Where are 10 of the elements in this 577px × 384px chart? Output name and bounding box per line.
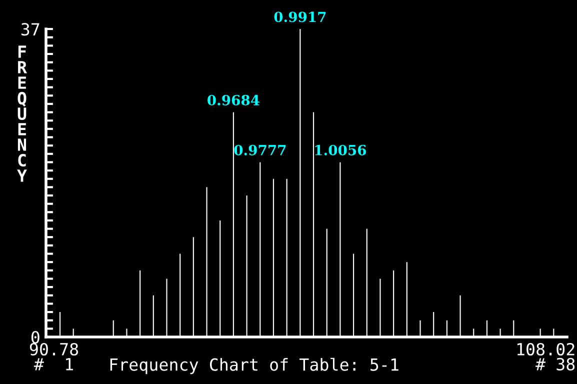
text: FREQUENCY (17, 46, 28, 182)
annotation: 0.9684 (208, 94, 260, 106)
annotation: 0.9777 (234, 144, 286, 156)
x-tick-label: 108.02 # 38 (517, 342, 575, 370)
annotation: 0.9917 (274, 12, 326, 22)
y-tick-label: 0 (31, 331, 40, 344)
annotation: 1.0056 (315, 144, 366, 156)
y-tick-label: 37 (21, 23, 40, 36)
x-tick-label: 90.78 # 1 (30, 342, 78, 370)
text: Frequency Chart of Table: 5-1 (110, 358, 398, 374)
